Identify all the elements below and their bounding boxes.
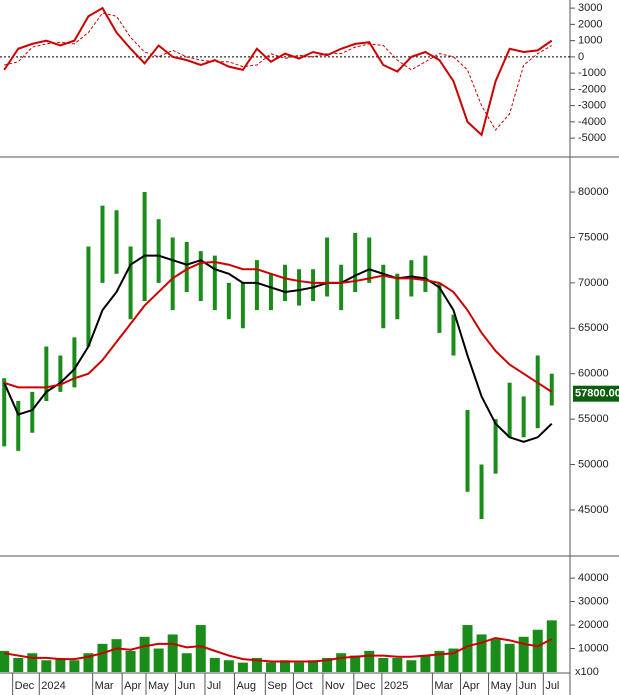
y-tick-label: 40000: [578, 572, 609, 584]
volume-bar: [490, 639, 501, 672]
y-tick-label: -3000: [578, 100, 606, 112]
moving-average: [3, 260, 553, 393]
volume-average: [4, 636, 553, 663]
y-tick-label: 1000: [578, 35, 602, 47]
volume-bar: [223, 660, 234, 672]
volume-bar: [237, 662, 248, 672]
x-tick-label: Dec: [15, 680, 35, 692]
volume-bar: [504, 643, 515, 672]
y-tick-label: 65000: [578, 322, 609, 334]
y-tick-label: -5000: [578, 132, 606, 144]
y-tick-label: 60000: [578, 368, 609, 380]
volume-bar: [13, 657, 24, 672]
volume-bar: [280, 660, 290, 672]
x-tick-label: Jun: [519, 680, 537, 692]
y-tick-label: 3000: [578, 2, 602, 14]
y-tick-label: 10000: [578, 642, 609, 654]
volume-bar: [546, 620, 557, 672]
volume-bar: [153, 648, 164, 672]
y-tick-label: 55000: [578, 413, 609, 425]
volume-bar: [378, 657, 389, 672]
volume-bar: [532, 629, 543, 672]
y-tick-label: 80000: [578, 186, 609, 198]
volume-bar: [350, 655, 361, 672]
x-tick-label: Mar: [95, 680, 114, 692]
volume-bar: [294, 662, 305, 672]
volume-bar: [111, 639, 122, 672]
volume-bar: [265, 662, 276, 672]
x-tick-label: Apr: [124, 680, 141, 692]
volume-bar: [448, 648, 459, 672]
volume-bar: [195, 625, 206, 672]
volume-bar: [41, 660, 52, 672]
last-price-label: 57800.00: [575, 388, 619, 400]
y-tick-label: -4000: [578, 116, 606, 128]
y-tick-label: 0: [578, 51, 584, 63]
volume-bar: [83, 653, 94, 672]
volume-bar: [181, 653, 192, 672]
x-tick-label: Dec: [356, 680, 376, 692]
volume-bar: [209, 657, 220, 672]
x-tick-label: Sep: [267, 680, 287, 692]
x-tick-label: 2025: [384, 680, 408, 692]
x-tick-label: Oct: [295, 680, 312, 692]
y-tick-label: 2000: [578, 18, 602, 30]
volume-bar: [406, 660, 417, 672]
volume-unit: x100: [575, 666, 599, 678]
x-tick-label: Mar: [434, 680, 453, 692]
volume-bar: [322, 657, 333, 672]
volume-bar: [69, 660, 80, 672]
volume-bar: [518, 636, 529, 672]
y-tick-label: 45000: [578, 504, 609, 516]
x-tick-label: 2024: [41, 680, 65, 692]
volume-bar: [125, 650, 136, 672]
volume-bar: [392, 657, 403, 672]
volume-bar: [251, 657, 262, 672]
volume-bar: [55, 657, 66, 672]
x-tick-label: Jul: [545, 680, 559, 692]
volume-bar: [0, 650, 10, 672]
last-price-box: [573, 385, 619, 402]
volume-bar: [167, 634, 178, 672]
x-tick-label: Jun: [177, 680, 195, 692]
volume-bar: [476, 634, 487, 672]
volume-bar: [462, 625, 473, 672]
y-tick-label: 50000: [578, 458, 609, 470]
signal-line: [4, 12, 552, 131]
y-tick-label: 75000: [578, 231, 609, 243]
volume-bar: [97, 643, 108, 672]
volume-bar: [336, 653, 347, 672]
x-tick-label: Apr: [462, 680, 479, 692]
volume-bar: [139, 636, 150, 672]
volume-bar: [308, 660, 319, 672]
y-tick-label: -2000: [578, 83, 606, 95]
oscillator-line: [3, 6, 553, 137]
volume-bar: [434, 650, 445, 672]
volume-bar: [364, 650, 375, 672]
x-tick-label: Aug: [236, 680, 256, 692]
x-tick-label: May: [148, 680, 169, 692]
volume-bar: [420, 655, 431, 672]
y-tick-label: 20000: [578, 619, 609, 631]
moving-average: [3, 254, 553, 443]
x-tick-label: Nov: [325, 680, 345, 692]
y-tick-label: 30000: [578, 595, 609, 607]
x-tick-label: May: [491, 680, 512, 692]
volume-bar: [27, 653, 38, 672]
y-tick-label: -1000: [578, 67, 606, 79]
y-tick-label: 70000: [578, 277, 609, 289]
x-tick-label: Jul: [207, 680, 221, 692]
